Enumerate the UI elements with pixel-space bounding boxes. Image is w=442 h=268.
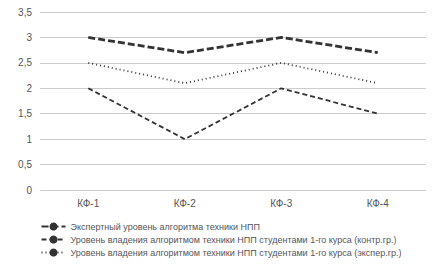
svg-text:1: 1: [26, 134, 32, 145]
svg-text:КФ-4: КФ-4: [367, 198, 389, 209]
svg-text:2: 2: [26, 83, 32, 94]
svg-text:КФ-2: КФ-2: [174, 198, 196, 209]
svg-text:КФ-1: КФ-1: [77, 198, 99, 209]
svg-text:3,5: 3,5: [18, 7, 32, 18]
svg-text:Экспертный уровень алгоритма т: Экспертный уровень алгоритма техники НПП: [71, 222, 260, 232]
svg-text:3: 3: [26, 32, 32, 43]
svg-text:КФ-3: КФ-3: [270, 198, 292, 209]
svg-text:0: 0: [26, 185, 32, 196]
svg-text:1,5: 1,5: [18, 108, 32, 119]
svg-text:Уровень владения алгоритмом те: Уровень владения алгоритмом техники НПП …: [71, 248, 402, 258]
svg-text:0,5: 0,5: [18, 159, 32, 170]
svg-text:2,5: 2,5: [18, 57, 32, 68]
svg-text:Уровень владения алгоритмом те: Уровень владения алгоритмом техники НПП …: [71, 235, 397, 245]
